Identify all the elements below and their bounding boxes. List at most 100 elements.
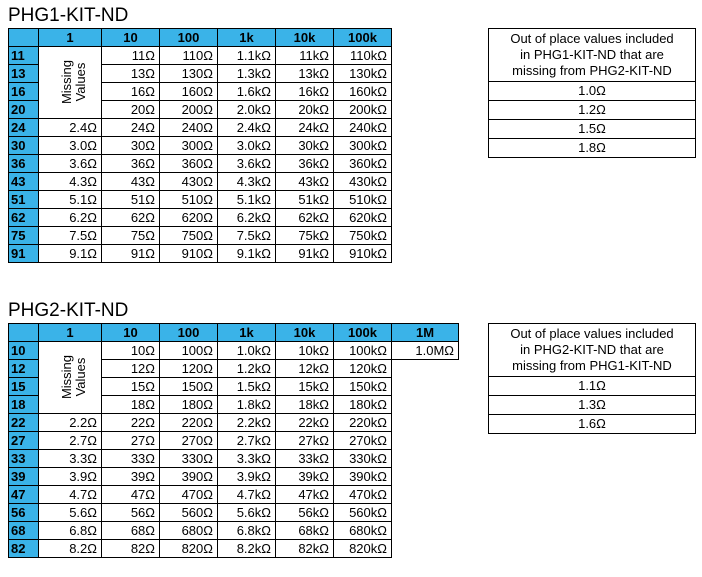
value-cell: 220kΩ bbox=[333, 413, 392, 432]
out-of-place-value: 1.1Ω bbox=[488, 376, 696, 396]
value-cell: 130Ω bbox=[159, 64, 218, 83]
empty-cell bbox=[392, 450, 459, 468]
value-cell: 2.0kΩ bbox=[217, 100, 276, 119]
value-cell: 13kΩ bbox=[275, 64, 334, 83]
value-cell: 16kΩ bbox=[275, 82, 334, 101]
out-of-place-header-line: missing from PHG2-KIT-ND bbox=[512, 63, 672, 78]
value-cell: 2.2Ω bbox=[38, 413, 102, 432]
column-header: 100k bbox=[333, 28, 392, 47]
value-cell: 300kΩ bbox=[333, 136, 392, 155]
row-header: 11 bbox=[8, 46, 39, 65]
value-cell: 75kΩ bbox=[275, 226, 334, 245]
table-row: 36 3.6Ω 36Ω 360Ω 3.6kΩ 36kΩ 360kΩ bbox=[8, 154, 392, 173]
value-cell: 12Ω bbox=[101, 359, 160, 378]
empty-cell bbox=[392, 522, 459, 540]
table-row: 82 8.2Ω 82Ω 820Ω 8.2kΩ 82kΩ 820kΩ bbox=[8, 539, 459, 558]
empty-cell bbox=[392, 540, 459, 558]
value-cell: 3.3kΩ bbox=[217, 449, 276, 468]
empty-cell bbox=[392, 504, 459, 522]
value-cell: 390kΩ bbox=[333, 467, 392, 486]
column-header: 10k bbox=[275, 28, 334, 47]
value-cell: 22Ω bbox=[101, 413, 160, 432]
table-row: 68 6.8Ω 68Ω 680Ω 6.8kΩ 68kΩ 680kΩ bbox=[8, 521, 459, 540]
value-cell: 43Ω bbox=[101, 172, 160, 191]
row-header: 43 bbox=[8, 172, 39, 191]
value-cell: 100kΩ bbox=[333, 341, 392, 360]
row-header: 18 bbox=[8, 395, 39, 414]
value-cell: 120Ω bbox=[159, 359, 218, 378]
out-of-place-value: 1.0Ω bbox=[488, 81, 696, 101]
row-header: 12 bbox=[8, 359, 39, 378]
value-cell: 560Ω bbox=[159, 503, 218, 522]
row-header: 82 bbox=[8, 539, 39, 558]
value-cell: 8.2kΩ bbox=[217, 539, 276, 558]
value-cell: 10Ω bbox=[101, 341, 160, 360]
value-cell: 2.7Ω bbox=[38, 431, 102, 450]
missing-label-line: Missing bbox=[59, 354, 74, 400]
value-cell: 82kΩ bbox=[275, 539, 334, 558]
value-cell: 910kΩ bbox=[333, 244, 392, 263]
empty-cell bbox=[392, 396, 459, 414]
kit2-header-row: 1 10 100 1k 10k 100k 1M bbox=[8, 323, 459, 342]
value-cell: 180kΩ bbox=[333, 395, 392, 414]
value-cell: 33Ω bbox=[101, 449, 160, 468]
table-row: 12 12Ω 120Ω 1.2kΩ 12kΩ 120kΩ bbox=[8, 359, 459, 378]
table-row: 39 3.9Ω 39Ω 390Ω 3.9kΩ 39kΩ 390kΩ bbox=[8, 467, 459, 486]
out-of-place-header-line: missing from PHG1-KIT-ND bbox=[512, 358, 672, 373]
value-cell: 82Ω bbox=[101, 539, 160, 558]
out-of-place-header: Out of place values included in PHG2-KIT… bbox=[488, 323, 696, 377]
empty-cell bbox=[392, 486, 459, 504]
value-cell: 750kΩ bbox=[333, 226, 392, 245]
out-of-place-value: 1.8Ω bbox=[488, 138, 696, 158]
value-cell: 30Ω bbox=[101, 136, 160, 155]
out-of-place-value: 1.3Ω bbox=[488, 395, 696, 415]
value-cell: 62Ω bbox=[101, 208, 160, 227]
out-of-place-header-line: Out of place values included bbox=[510, 326, 674, 341]
value-cell: 16Ω bbox=[101, 82, 160, 101]
value-cell: 330Ω bbox=[159, 449, 218, 468]
value-cell: 470kΩ bbox=[333, 485, 392, 504]
value-cell: 120kΩ bbox=[333, 359, 392, 378]
row-header: 16 bbox=[8, 82, 39, 101]
row-header: 47 bbox=[8, 485, 39, 504]
value-cell: 560kΩ bbox=[333, 503, 392, 522]
value-cell: 91Ω bbox=[101, 244, 160, 263]
value-cell: 12kΩ bbox=[275, 359, 334, 378]
kit1-title: PHG1-KIT-ND bbox=[8, 5, 129, 26]
value-cell: 620kΩ bbox=[333, 208, 392, 227]
value-cell: 820kΩ bbox=[333, 539, 392, 558]
value-cell: 470Ω bbox=[159, 485, 218, 504]
row-header: 36 bbox=[8, 154, 39, 173]
row-header: 22 bbox=[8, 413, 39, 432]
kit2-value-table: 1 10 100 1k 10k 100k 1M 10 Missing Values 1… bbox=[8, 323, 459, 558]
value-cell: 51kΩ bbox=[275, 190, 334, 209]
value-cell: 1.5kΩ bbox=[217, 377, 276, 396]
value-cell: 6.8Ω bbox=[38, 521, 102, 540]
corner-cell bbox=[8, 28, 39, 47]
missing-values-label: Missing Values bbox=[38, 341, 102, 414]
table-row: 56 5.6Ω 56Ω 560Ω 5.6kΩ 56kΩ 560kΩ bbox=[8, 503, 459, 522]
out-of-place-value: 1.2Ω bbox=[488, 100, 696, 120]
value-cell: 510kΩ bbox=[333, 190, 392, 209]
out-of-place-header-line: in PHG1-KIT-ND that are bbox=[520, 47, 664, 62]
value-cell: 300Ω bbox=[159, 136, 218, 155]
row-header: 10 bbox=[8, 341, 39, 360]
value-cell: 13Ω bbox=[101, 64, 160, 83]
column-header: 1k bbox=[217, 323, 276, 342]
value-cell: 200Ω bbox=[159, 100, 218, 119]
value-cell: 36Ω bbox=[101, 154, 160, 173]
row-header: 30 bbox=[8, 136, 39, 155]
value-cell: 5.1kΩ bbox=[217, 190, 276, 209]
empty-cell bbox=[392, 468, 459, 486]
table-row: 47 4.7Ω 47Ω 470Ω 4.7kΩ 47kΩ 470kΩ bbox=[8, 485, 459, 504]
value-cell: 56Ω bbox=[101, 503, 160, 522]
value-cell: 27Ω bbox=[101, 431, 160, 450]
row-header: 20 bbox=[8, 100, 39, 119]
value-cell: 47Ω bbox=[101, 485, 160, 504]
column-header: 100k bbox=[333, 323, 392, 342]
value-cell: 43kΩ bbox=[275, 172, 334, 191]
value-cell: 3.9kΩ bbox=[217, 467, 276, 486]
value-cell: 62kΩ bbox=[275, 208, 334, 227]
empty-cell bbox=[392, 360, 459, 378]
value-cell: 1.6kΩ bbox=[217, 82, 276, 101]
